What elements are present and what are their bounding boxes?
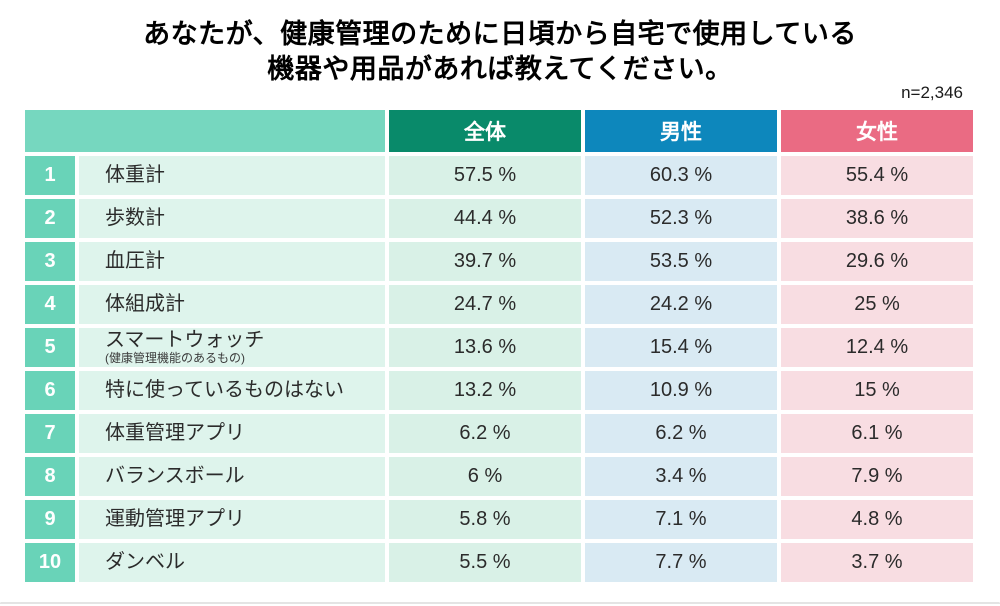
item-label: 歩数計 bbox=[105, 207, 165, 229]
value-male: 52.3 % bbox=[585, 199, 777, 238]
value-male: 15.4 % bbox=[585, 328, 777, 367]
value-female: 12.4 % bbox=[781, 328, 973, 367]
item-cell: ダンベル bbox=[79, 543, 385, 582]
value-female: 3.7 % bbox=[781, 543, 973, 582]
item-label: 体重計 bbox=[105, 164, 165, 186]
bottom-border-line bbox=[0, 602, 1000, 605]
item-label: 体組成計 bbox=[105, 293, 185, 315]
value-total: 39.7 % bbox=[389, 242, 581, 281]
sample-size-label: n=2,346 bbox=[901, 83, 963, 102]
table-header-male: 男性 bbox=[585, 110, 777, 152]
rank-badge: 6 bbox=[25, 371, 75, 410]
value-female: 6.1 % bbox=[781, 414, 973, 453]
value-male: 60.3 % bbox=[585, 156, 777, 195]
item-cell: バランスボール bbox=[79, 457, 385, 496]
table-header-female: 女性 bbox=[781, 110, 973, 152]
table-header-total: 全体 bbox=[389, 110, 581, 152]
rank-badge: 5 bbox=[25, 328, 75, 367]
value-male: 6.2 % bbox=[585, 414, 777, 453]
item-label: 運動管理アプリ bbox=[105, 508, 245, 530]
value-male: 24.2 % bbox=[585, 285, 777, 324]
item-cell: 体重計 bbox=[79, 156, 385, 195]
rank-badge: 2 bbox=[25, 199, 75, 238]
item-cell: 特に使っているものはない bbox=[79, 371, 385, 410]
value-total: 5.5 % bbox=[389, 543, 581, 582]
item-label: バランスボール bbox=[105, 465, 245, 487]
item-cell: 運動管理アプリ bbox=[79, 500, 385, 539]
item-cell: 血圧計 bbox=[79, 242, 385, 281]
page-title-line1: あなたが、健康管理のために日頃から自宅で使用している bbox=[143, 19, 857, 49]
value-male: 7.1 % bbox=[585, 500, 777, 539]
value-male: 7.7 % bbox=[585, 543, 777, 582]
value-total: 5.8 % bbox=[389, 500, 581, 539]
rank-badge: 8 bbox=[25, 457, 75, 496]
item-cell: 体重管理アプリ bbox=[79, 414, 385, 453]
value-total: 6.2 % bbox=[389, 414, 581, 453]
value-male: 3.4 % bbox=[585, 457, 777, 496]
value-total: 13.6 % bbox=[389, 328, 581, 367]
value-female: 7.9 % bbox=[781, 457, 973, 496]
survey-result-table: 全体 男性 女性 1 体重計 57.5 % 60.3 % 55.4 % 2 歩数… bbox=[25, 110, 975, 582]
value-female: 55.4 % bbox=[781, 156, 973, 195]
item-label: 血圧計 bbox=[105, 250, 165, 272]
item-cell: 歩数計 bbox=[79, 199, 385, 238]
value-female: 25 % bbox=[781, 285, 973, 324]
value-female: 38.6 % bbox=[781, 199, 973, 238]
item-label: 体重管理アプリ bbox=[105, 422, 245, 444]
value-male: 10.9 % bbox=[585, 371, 777, 410]
page-title-line2: 機器や用品があれば教えてください。 bbox=[267, 54, 733, 85]
table-header-blank bbox=[25, 110, 385, 152]
value-total: 57.5 % bbox=[389, 156, 581, 195]
item-sublabel: (健康管理機能のあるもの) bbox=[105, 351, 245, 366]
value-total: 24.7 % bbox=[389, 285, 581, 324]
rank-badge: 10 bbox=[25, 543, 75, 582]
value-total: 13.2 % bbox=[389, 371, 581, 410]
rank-badge: 4 bbox=[25, 285, 75, 324]
item-label: 特に使っているものはない bbox=[105, 379, 344, 401]
rank-badge: 3 bbox=[25, 242, 75, 281]
item-label: スマートウォッチ bbox=[105, 329, 265, 352]
rank-badge: 9 bbox=[25, 500, 75, 539]
value-male: 53.5 % bbox=[585, 242, 777, 281]
value-total: 6 % bbox=[389, 457, 581, 496]
item-cell: 体組成計 bbox=[79, 285, 385, 324]
value-total: 44.4 % bbox=[389, 199, 581, 238]
page-title: あなたが、健康管理のために日頃から自宅で使用している 機器や用品があれば教えてく… bbox=[0, 0, 1000, 87]
rank-badge: 7 bbox=[25, 414, 75, 453]
item-cell: スマートウォッチ (健康管理機能のあるもの) bbox=[79, 328, 385, 367]
value-female: 29.6 % bbox=[781, 242, 973, 281]
rank-badge: 1 bbox=[25, 156, 75, 195]
value-female: 15 % bbox=[781, 371, 973, 410]
value-female: 4.8 % bbox=[781, 500, 973, 539]
item-label: ダンベル bbox=[105, 551, 185, 573]
